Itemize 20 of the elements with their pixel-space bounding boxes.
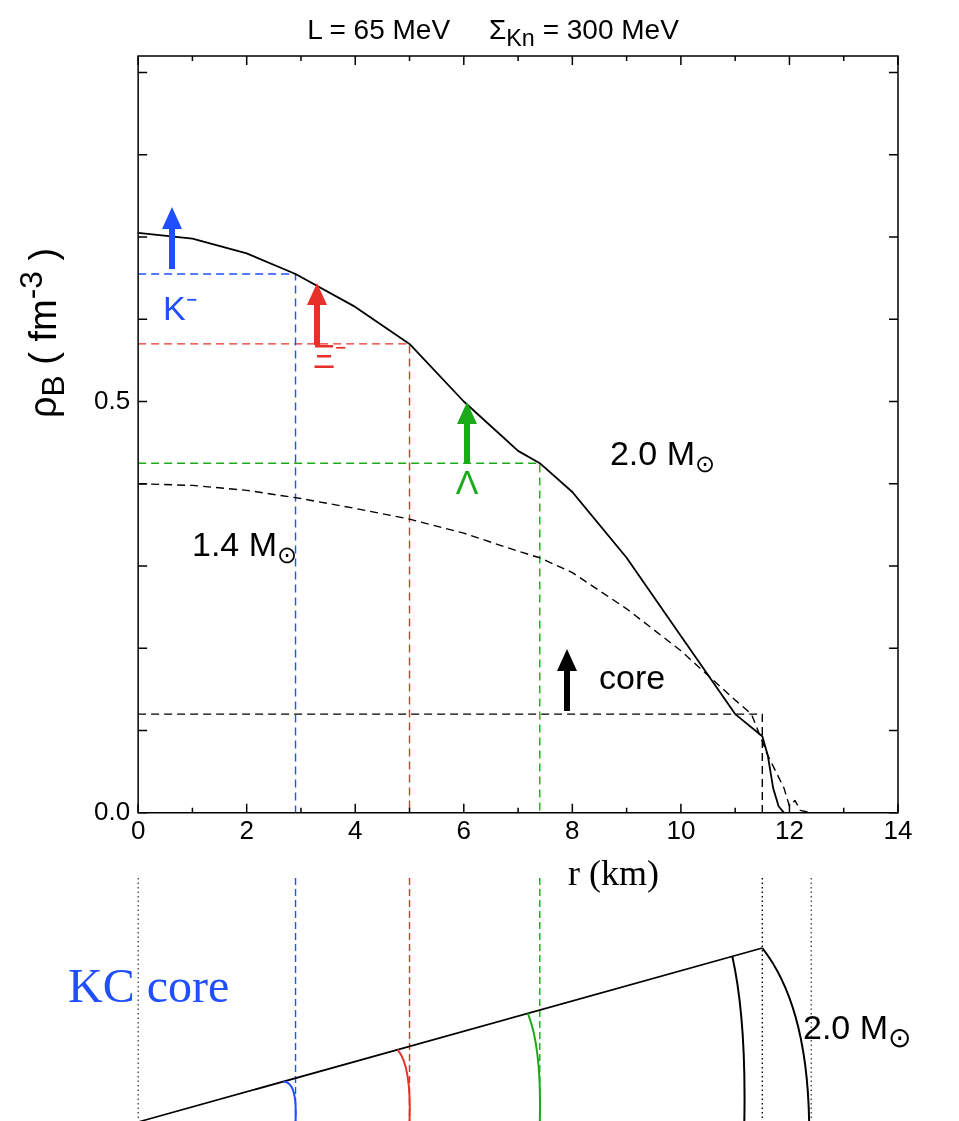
x-tick-label: 4	[348, 814, 363, 845]
annotation: 1.4 M⊙	[192, 524, 298, 569]
x-tick-label: 0	[130, 814, 146, 845]
annotation: Λ	[455, 462, 479, 501]
x-tick-label: 8	[565, 814, 580, 845]
y-tick-label: 0.5	[93, 384, 131, 415]
annotation: K⁻	[163, 288, 197, 327]
text: 2.0 M$_{⊙}$	[803, 1008, 912, 1054]
text: KC core	[68, 958, 230, 1013]
annotation: Ξ⁻	[313, 337, 347, 376]
y-tick-label: 0.0	[93, 795, 131, 826]
x-tick-label: 2	[239, 814, 254, 845]
x-tick-label: 14	[883, 814, 913, 845]
x-tick-label: 10	[666, 814, 696, 845]
annotation: 2.0 M⊙	[609, 433, 715, 478]
chart-title: L = 65 MeV Σ$_{Kn}$ = 300 MeV	[306, 14, 680, 52]
x-tick-label: 12	[774, 814, 804, 845]
x-tick-label: 6	[456, 814, 472, 845]
x-axis-title: r (km)	[568, 852, 659, 894]
annotation: core	[598, 657, 666, 696]
